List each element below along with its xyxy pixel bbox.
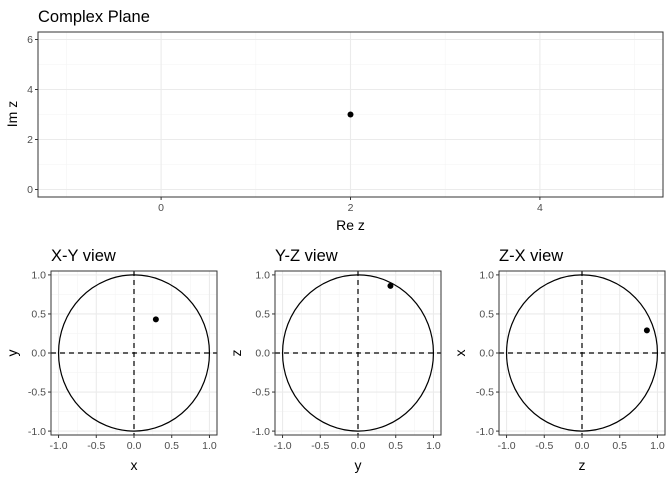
complex-plane-y-tick-label: 6 bbox=[27, 34, 33, 46]
zx-view-ylabel: x bbox=[452, 350, 468, 357]
complex-plane-panel: 0 2 4 0 2 4 6 Complex Plane Re z Im z bbox=[4, 8, 664, 233]
xy-view-y-tick-label: -0.5 bbox=[28, 387, 46, 399]
yz-view-title: Y-Z view bbox=[275, 247, 338, 265]
yz-view-y-tick-label: 1.0 bbox=[255, 270, 270, 282]
yz-view-plot-area: -1.0 -0.5 0.0 0.5 1.0 -1.0 -0.5 0.0 0.5 1.0 bbox=[252, 270, 442, 452]
xy-view-x-tick-label: 1.0 bbox=[202, 440, 217, 452]
zx-view-x-tick-label: 0.5 bbox=[612, 440, 627, 452]
xy-view-x-tick-label: 0.0 bbox=[127, 440, 142, 452]
zx-view-title: Z-X view bbox=[499, 247, 563, 265]
xy-view-x-tick-label: -1.0 bbox=[49, 440, 67, 452]
yz-view-y-tick-label: -0.5 bbox=[252, 387, 270, 399]
zx-view-panel: -1.0 -0.5 0.0 0.5 1.0 -1.0 -0.5 0.0 0.5 1.0 Z-X v… bbox=[452, 247, 666, 473]
zx-view-x-tick-label: -1.0 bbox=[497, 440, 515, 452]
xy-view-data-point bbox=[152, 316, 159, 323]
complex-plane-y-tick-label: 4 bbox=[27, 84, 33, 96]
complex-plane-x-tick-label: 2 bbox=[348, 202, 354, 214]
yz-view-y-tick-label: 0.5 bbox=[255, 309, 270, 321]
yz-view-x-tick-label: -1.0 bbox=[273, 440, 291, 452]
complex-plane-x-tick-label: 4 bbox=[537, 202, 543, 214]
zx-view-y-tick-label: 0.0 bbox=[479, 348, 494, 360]
zx-view-y-tick-label: -0.5 bbox=[476, 387, 494, 399]
yz-view-y-tick-label: 0.0 bbox=[255, 348, 270, 360]
xy-view-y-tick-label: 0.0 bbox=[31, 348, 46, 360]
zx-view-plot-area: -1.0 -0.5 0.0 0.5 1.0 -1.0 -0.5 0.0 0.5 1.0 bbox=[476, 270, 666, 452]
zx-view-y-tick-label: 1.0 bbox=[479, 270, 494, 282]
zx-view-x-tick-label: 0.0 bbox=[575, 440, 590, 452]
yz-view-xlabel: y bbox=[355, 457, 362, 473]
xy-view-panel: -1.0 -0.5 0.0 0.5 1.0 -1.0 -0.5 0.0 0.5 1.0 X-Y v… bbox=[4, 247, 218, 473]
xy-view-y-tick-label: -1.0 bbox=[28, 426, 46, 438]
complex-plane-title: Complex Plane bbox=[38, 8, 150, 26]
zx-view-y-tick-label: -1.0 bbox=[476, 426, 494, 438]
complex-plane-ylabel: Im z bbox=[4, 101, 20, 127]
xy-view-plot-area: -1.0 -0.5 0.0 0.5 1.0 -1.0 -0.5 0.0 0.5 1.0 bbox=[28, 270, 218, 452]
yz-view-ylabel: z bbox=[228, 350, 244, 357]
complex-plane-y-tick-label: 0 bbox=[27, 184, 33, 196]
zx-view-x-tick-label: -0.5 bbox=[535, 440, 553, 452]
zx-view-x-tick-label: 1.0 bbox=[650, 440, 665, 452]
zx-view-y-tick-label: 0.5 bbox=[479, 309, 494, 321]
yz-view-data-point bbox=[387, 282, 394, 289]
yz-view-y-tick-label: -1.0 bbox=[252, 426, 270, 438]
complex-plane-plot-area: 0 2 4 0 2 4 6 bbox=[27, 31, 664, 214]
xy-view-x-tick-label: 0.5 bbox=[164, 440, 179, 452]
xy-view-xlabel: x bbox=[131, 457, 138, 473]
yz-view-x-tick-label: 0.5 bbox=[388, 440, 403, 452]
complex-plane-x-tick-label: 0 bbox=[158, 202, 164, 214]
zx-view-xlabel: z bbox=[579, 457, 586, 473]
xy-view-x-tick-label: -0.5 bbox=[87, 440, 105, 452]
complex-plane-xlabel: Re z bbox=[336, 217, 365, 233]
complex-plane-data-point bbox=[347, 111, 354, 118]
xy-view-y-tick-label: 1.0 bbox=[31, 270, 46, 282]
yz-view-x-tick-label: 0.0 bbox=[351, 440, 366, 452]
zx-view-data-point bbox=[643, 327, 650, 334]
yz-view-panel: -1.0 -0.5 0.0 0.5 1.0 -1.0 -0.5 0.0 0.5 1.0 Y-Z v… bbox=[228, 247, 442, 473]
yz-view-x-tick-label: -0.5 bbox=[311, 440, 329, 452]
xy-view-title: X-Y view bbox=[51, 247, 116, 265]
yz-view-x-tick-label: 1.0 bbox=[426, 440, 441, 452]
complex-plane-y-tick-label: 2 bbox=[27, 134, 33, 146]
xy-view-ylabel: y bbox=[4, 350, 20, 357]
xy-view-y-tick-label: 0.5 bbox=[31, 309, 46, 321]
